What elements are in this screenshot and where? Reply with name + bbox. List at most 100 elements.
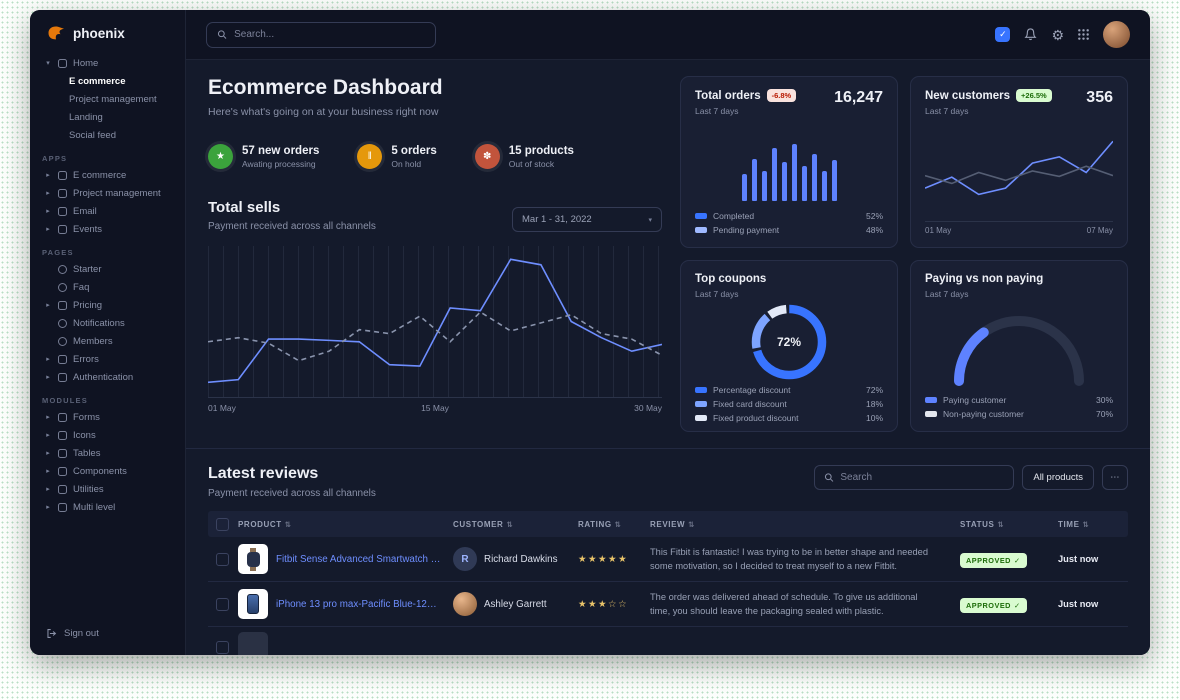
sidebar-item-authentication[interactable]: ▸ Authentication: [42, 368, 173, 386]
customer-avatar-initial[interactable]: R: [453, 547, 477, 571]
new-customers-card: New customers +26.5% Last 7 days 356 01 …: [910, 76, 1128, 248]
sidebar-item-errors[interactable]: ▸ Errors: [42, 350, 173, 368]
legend-marker: [695, 213, 707, 219]
chevron-right-icon: ▸: [46, 414, 50, 421]
total-sells-title: Total sells: [208, 199, 281, 216]
row-checkbox[interactable]: [216, 597, 229, 611]
column-label: TIME: [1058, 519, 1080, 529]
column-header-rating[interactable]: RATING ⇅: [578, 520, 650, 529]
card-title: New customers: [925, 89, 1011, 102]
column-header-customer[interactable]: CUSTOMER ⇅: [453, 520, 578, 529]
reviews-titles: Latest reviews Payment received across a…: [208, 465, 376, 499]
review-text: The order was delivered ahead of schedul…: [650, 591, 918, 616]
customer-avatar-photo[interactable]: [453, 592, 477, 616]
sort-icon: ⇅: [614, 519, 622, 529]
envelope-icon: [58, 206, 67, 216]
product-thumbnail-phone[interactable]: [238, 589, 268, 619]
check-icon: ✓: [1013, 601, 1021, 610]
sidebar-item-faq[interactable]: Faq: [42, 278, 173, 296]
search-input[interactable]: [234, 29, 425, 40]
total-sells-subtitle: Payment received across all channels: [208, 221, 376, 232]
chevron-right-icon: ▸: [46, 226, 50, 233]
card-title: Paying vs non paying: [925, 273, 1044, 285]
customer-name: Ashley Garrett: [484, 598, 547, 610]
sort-icon: ⇅: [284, 519, 292, 529]
product-link[interactable]: iPhone 13 pro max-Pacific Blue-128GB sto…: [276, 598, 441, 610]
sidebar-item-tables[interactable]: ▸ Tables: [42, 444, 173, 462]
gear-icon[interactable]: ⚙: [1051, 26, 1064, 43]
column-header-time[interactable]: TIME ⇅: [1058, 520, 1128, 529]
product-cell: Fitbit Sense Advanced Smartwatch with To…: [238, 544, 453, 574]
customer-cell: Ashley Garrett: [453, 592, 578, 616]
stat-value: 15 products: [508, 144, 574, 157]
theme-toggle-icon[interactable]: ✓: [995, 27, 1011, 42]
icons-icon: [58, 430, 67, 440]
sidebar-item-label: Pricing: [73, 299, 103, 311]
column-header-review[interactable]: REVIEW ⇅: [650, 520, 960, 529]
global-search[interactable]: [206, 21, 436, 48]
stat-caption: Awating processing: [242, 158, 316, 169]
product-thumbnail[interactable]: [238, 632, 268, 655]
status-cell: APPROVED ✓: [960, 595, 1058, 613]
reviews-search-input[interactable]: [840, 472, 1005, 483]
legend-value: 52%: [865, 211, 883, 221]
product-thumbnail-watch[interactable]: [238, 544, 268, 574]
reviews-table: PRODUCT ⇅ CUSTOMER ⇅ RATING ⇅ REVIEW: [208, 511, 1128, 655]
sidebar-item-social-feed[interactable]: Social feed: [69, 129, 117, 141]
sidebar-item-notifications[interactable]: Notifications: [42, 314, 173, 332]
more-options-button[interactable]: ⋯: [1102, 465, 1128, 490]
table-icon: [58, 448, 67, 458]
stat-text: 57 new orders Awating processing: [242, 145, 319, 169]
sidebar-item-project-management[interactable]: Project management: [69, 93, 157, 105]
sidebar-item-multi-level[interactable]: ▸ Multi level: [42, 498, 173, 516]
delta-badge: +26.5%: [1016, 89, 1052, 102]
apps-grid-icon[interactable]: [1077, 28, 1090, 41]
column-label: PRODUCT: [238, 519, 282, 529]
select-all-checkbox[interactable]: [216, 517, 229, 531]
card-period: Last 7 days: [695, 106, 739, 116]
signout-button[interactable]: Sign out: [30, 616, 185, 655]
row-checkbox[interactable]: [216, 640, 229, 654]
legend-label: Paying customer: [943, 395, 1007, 405]
iphone-image: [247, 594, 259, 614]
all-products-filter-button[interactable]: All products: [1022, 465, 1094, 490]
sidebar-item-members[interactable]: Members: [42, 332, 173, 350]
sidebar-item-events[interactable]: ▸ Events: [42, 220, 173, 238]
sidebar-item-email[interactable]: ▸ Email: [42, 202, 173, 220]
brand[interactable]: phoenix: [30, 10, 185, 52]
row-checkbox[interactable]: [216, 552, 229, 566]
card-title: Total orders: [695, 89, 761, 102]
users-icon: [58, 336, 67, 346]
dashboard-header-column: Ecommerce Dashboard Here's what's going …: [208, 76, 662, 432]
legend-value: 18%: [865, 399, 883, 409]
bell-icon[interactable]: [1023, 27, 1038, 42]
sidebar-item-ecommerce[interactable]: E commerce: [69, 75, 126, 87]
reviews-controls: All products ⋯: [814, 465, 1128, 490]
table-row: iPhone 13 pro max-Pacific Blue-128GB sto…: [208, 582, 1128, 627]
stat-value: 5 orders: [391, 144, 437, 157]
sidebar-item-starter[interactable]: Starter: [42, 260, 173, 278]
user-avatar[interactable]: [1103, 21, 1130, 48]
sidebar-item-label: Notifications: [73, 317, 125, 329]
date-range-select[interactable]: Mar 1 - 31, 2022 ▾: [512, 207, 662, 232]
product-link[interactable]: Fitbit Sense Advanced Smartwatch with To…: [276, 553, 441, 565]
stat-caption: On hold: [391, 158, 422, 169]
sidebar-item-label: Home: [73, 57, 99, 69]
page-subtitle: Here's what's going on at your business …: [208, 106, 439, 118]
form-icon: [58, 412, 67, 422]
column-header-product[interactable]: PRODUCT ⇅: [238, 520, 453, 529]
sidebar-item-icons[interactable]: ▸ Icons: [42, 426, 173, 444]
sidebar-item-forms[interactable]: ▸ Forms: [42, 408, 173, 426]
reviews-search[interactable]: [814, 465, 1015, 490]
sidebar-item-apps-ecommerce[interactable]: ▸ E commerce: [42, 166, 173, 184]
sidebar-item-apps-project-management[interactable]: ▸ Project management: [42, 184, 173, 202]
chevron-down-icon: ▾: [46, 60, 50, 67]
column-header-status[interactable]: STATUS ⇅: [960, 520, 1058, 529]
product-cell: iPhone 13 pro max-Pacific Blue-128GB sto…: [238, 589, 453, 619]
sidebar-item-landing[interactable]: Landing: [69, 111, 103, 123]
sidebar-item-home[interactable]: ▾ Home: [42, 54, 173, 72]
chevron-right-icon: ▸: [46, 356, 50, 363]
sidebar-item-pricing[interactable]: ▸ Pricing: [42, 296, 173, 314]
sidebar-item-components[interactable]: ▸ Components: [42, 462, 173, 480]
sidebar-item-utilities[interactable]: ▸ Utilities: [42, 480, 173, 498]
